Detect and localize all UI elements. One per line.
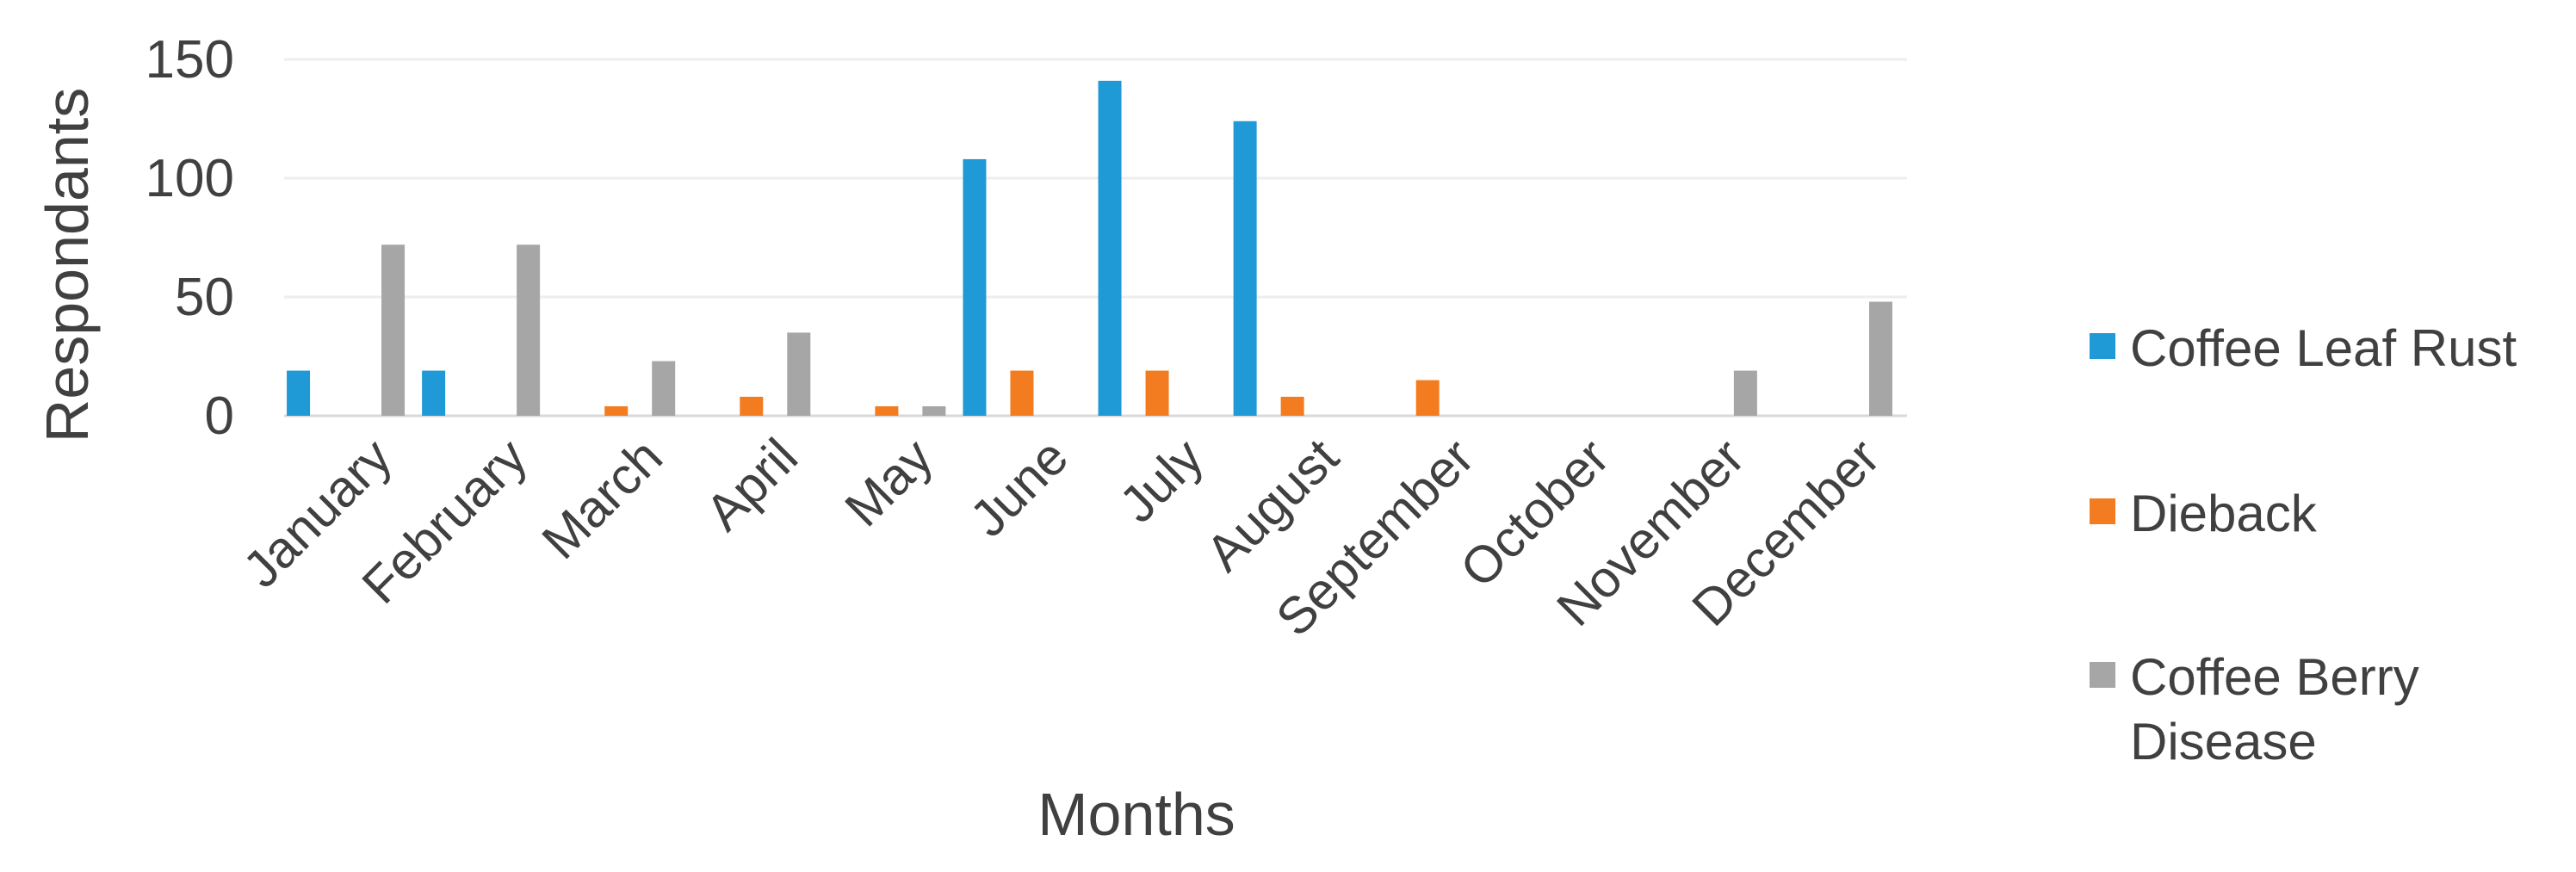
x-tick-label: March — [531, 428, 673, 570]
bar — [381, 244, 406, 416]
y-axis-title: Respondants — [34, 88, 101, 443]
bar — [1733, 370, 1757, 416]
y-tick-label: 0 — [205, 387, 234, 446]
legend-label: Dieback — [2130, 485, 2318, 542]
bar — [1098, 80, 1122, 416]
legend-label: Coffee Berry Disease — [2130, 648, 2419, 770]
bar — [1868, 301, 1892, 416]
bar — [1415, 380, 1440, 416]
bar — [922, 405, 946, 416]
y-tick-label: 150 — [146, 30, 234, 90]
legend: Coffee Leaf Rust Dieback Coffee Berry Disea… — [2090, 319, 2517, 770]
y-tick-label: 50 — [175, 268, 234, 327]
legend-swatch — [2090, 662, 2115, 688]
bar — [422, 370, 446, 416]
y-tick-label: 100 — [146, 149, 234, 208]
bars — [287, 80, 1892, 417]
bar — [652, 361, 676, 416]
x-tick-label: May — [834, 428, 944, 538]
gridlines — [284, 58, 1907, 417]
x-axis-title: Months — [1037, 781, 1235, 848]
bar — [1145, 370, 1169, 416]
x-tick-label: July — [1108, 428, 1214, 534]
bar — [287, 370, 311, 416]
bar — [963, 158, 987, 417]
bar — [604, 405, 629, 416]
bar — [875, 405, 899, 416]
legend-swatch — [2090, 498, 2115, 524]
bar — [1233, 121, 1257, 416]
bar — [1010, 370, 1034, 416]
x-tick-label: June — [959, 428, 1079, 547]
bar — [787, 332, 811, 416]
legend-label: Coffee Leaf Rust — [2130, 319, 2517, 377]
legend-swatch — [2090, 333, 2115, 359]
x-tick-label: April — [695, 428, 808, 541]
bar — [1280, 396, 1304, 416]
bar — [740, 396, 764, 416]
bar — [517, 244, 541, 416]
